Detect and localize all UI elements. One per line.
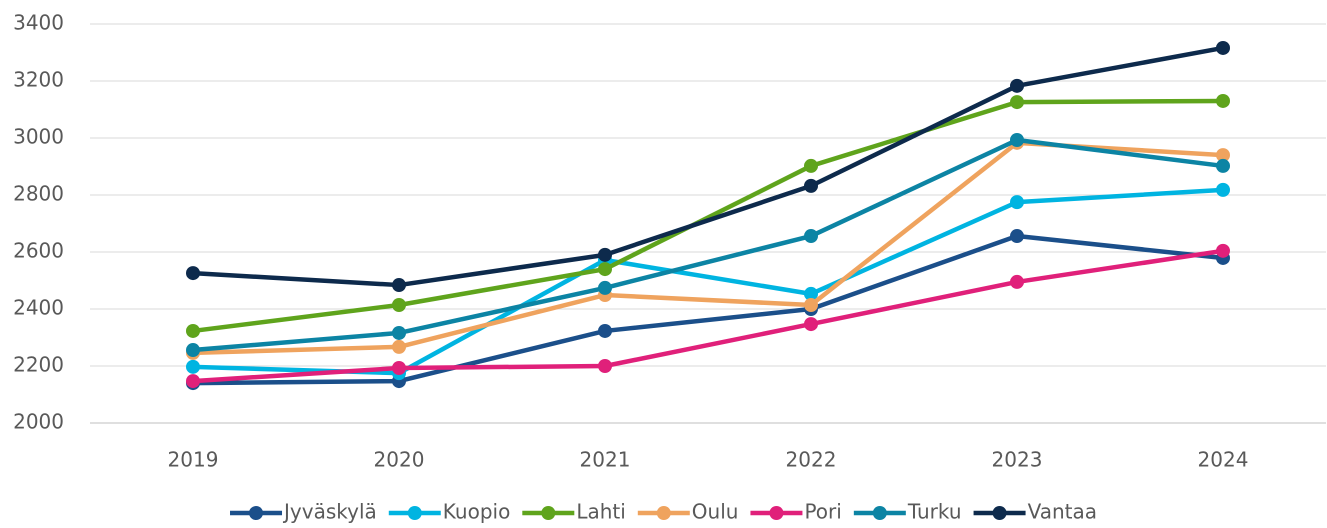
data-point: [392, 325, 406, 340]
legend-marker: [249, 506, 264, 520]
x-tick-label: 2023: [992, 448, 1043, 472]
data-point: [1216, 93, 1230, 108]
data-point: [598, 359, 612, 373]
data-point: [804, 229, 818, 244]
x-tick-label: 2021: [580, 448, 631, 472]
series-line: [192, 137, 1224, 353]
data-point: [598, 280, 612, 295]
data-point: [392, 298, 406, 313]
data-point: [392, 339, 406, 354]
legend-label: Pori: [804, 500, 841, 524]
x-tick-label: 2019: [168, 448, 219, 472]
y-tick-label: 3400: [13, 11, 64, 35]
legend-marker: [541, 506, 556, 520]
legend-marker: [656, 506, 671, 520]
legend-label: Oulu: [692, 500, 739, 524]
data-point: [598, 247, 612, 262]
data-point: [804, 178, 818, 193]
data-point: [804, 298, 818, 313]
data-point: [1010, 132, 1024, 147]
data-point: [1216, 243, 1230, 258]
data-point: [598, 262, 612, 277]
data-point: [1216, 158, 1230, 173]
y-tick-label: 2200: [13, 353, 64, 377]
data-point: [186, 343, 200, 358]
y-tick-label: 2000: [13, 410, 64, 434]
data-point: [186, 266, 200, 281]
data-point: [186, 374, 200, 389]
x-tick-label: 2022: [786, 448, 837, 472]
data-point: [1010, 229, 1024, 244]
data-point: [392, 360, 406, 375]
y-tick-label: 2800: [13, 182, 64, 206]
data-point: [1010, 274, 1024, 289]
data-point: [186, 323, 200, 338]
data-point: [1216, 40, 1230, 55]
data-point: [1010, 78, 1024, 93]
data-point: [1010, 95, 1024, 110]
legend-marker: [992, 506, 1007, 520]
data-point: [804, 158, 818, 173]
data-point: [804, 286, 818, 301]
series-line: [192, 248, 1224, 384]
x-tick-label: 2020: [374, 448, 425, 472]
legend-marker: [872, 506, 887, 520]
legend: Jyväskylä Kuopio Lahti Oulu Pori Turku Vantaa: [230, 500, 1097, 524]
data-point: [804, 317, 818, 332]
data-point: [1216, 182, 1230, 197]
y-tick-label: 3000: [13, 125, 64, 149]
legend-label: Turku: [907, 500, 962, 524]
legend-label: Lahti: [576, 500, 625, 524]
series-line: [192, 45, 1224, 288]
series-line: [192, 98, 1224, 334]
y-tick-label: 2600: [13, 239, 64, 263]
data-point: [598, 323, 612, 338]
y-tick-label: 3200: [13, 68, 64, 92]
x-tick-label: 2024: [1198, 448, 1249, 472]
legend-marker: [407, 506, 422, 520]
series-line: [192, 233, 1224, 386]
data-point: [392, 278, 406, 293]
data-point: [186, 359, 200, 374]
y-tick-label: 2400: [13, 296, 64, 320]
legend-label: Kuopio: [443, 500, 511, 524]
legend-label: Jyväskylä: [282, 500, 377, 524]
data-point: [1010, 195, 1024, 210]
legend-label: Vantaa: [1028, 500, 1097, 524]
legend-marker: [769, 506, 784, 520]
data-point: [1216, 148, 1230, 163]
